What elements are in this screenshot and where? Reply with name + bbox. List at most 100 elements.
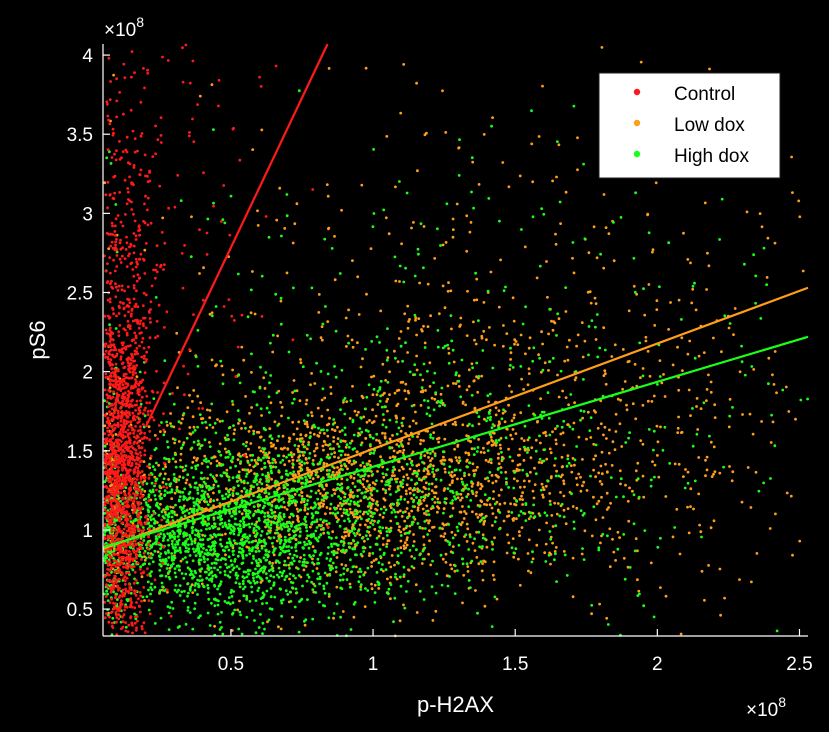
data-point — [237, 533, 241, 537]
data-point — [653, 463, 657, 467]
data-point — [491, 573, 495, 577]
data-point — [421, 389, 425, 392]
data-point — [231, 611, 235, 615]
data-point — [492, 578, 496, 581]
data-point — [168, 532, 172, 535]
data-point — [335, 556, 339, 559]
data-point — [220, 474, 224, 478]
data-point — [530, 142, 534, 146]
data-point — [341, 439, 345, 443]
data-point — [406, 579, 410, 583]
data-point — [238, 599, 241, 603]
data-point — [201, 543, 205, 546]
data-point — [182, 599, 186, 603]
data-point — [705, 388, 709, 391]
data-point — [255, 575, 259, 579]
data-point — [248, 463, 252, 467]
data-point — [347, 308, 350, 312]
data-point — [394, 185, 397, 189]
data-point — [407, 512, 411, 515]
data-point — [520, 377, 523, 381]
data-point — [600, 482, 604, 486]
data-point — [497, 452, 500, 456]
data-point — [293, 605, 297, 609]
data-point — [196, 486, 199, 490]
data-point — [484, 458, 488, 462]
data-point — [730, 479, 734, 483]
data-point — [345, 478, 349, 482]
data-point — [316, 577, 320, 581]
data-point — [418, 553, 422, 557]
data-point — [203, 570, 207, 574]
data-point — [138, 553, 142, 557]
data-point — [408, 318, 411, 321]
data-point — [322, 496, 326, 500]
data-point — [357, 410, 360, 414]
data-point — [230, 588, 234, 592]
data-point — [196, 394, 200, 398]
data-point — [641, 403, 645, 407]
data-point — [723, 596, 726, 600]
data-point — [271, 333, 275, 337]
data-point — [421, 490, 424, 494]
data-point — [191, 529, 195, 532]
data-point — [246, 537, 250, 540]
data-point — [107, 402, 111, 405]
data-point — [248, 552, 252, 556]
data-point — [429, 314, 432, 318]
data-point — [540, 488, 543, 492]
data-point — [371, 552, 375, 555]
data-point — [233, 608, 237, 612]
data-point — [457, 385, 461, 388]
data-point — [478, 513, 482, 517]
data-point — [211, 486, 215, 489]
data-point — [434, 485, 438, 488]
data-point — [255, 472, 259, 476]
data-point — [255, 510, 258, 514]
data-point — [644, 335, 648, 339]
data-point — [771, 373, 774, 377]
data-point — [342, 399, 345, 402]
data-point — [309, 383, 312, 387]
data-point — [149, 518, 153, 522]
data-point — [198, 574, 202, 578]
data-point — [527, 372, 531, 375]
data-point — [365, 530, 369, 533]
data-point — [221, 632, 225, 636]
data-point — [298, 493, 301, 497]
data-point — [481, 349, 485, 352]
data-point — [616, 530, 620, 534]
data-point — [279, 299, 283, 303]
data-point — [250, 561, 254, 565]
data-point — [477, 375, 481, 378]
data-point — [230, 629, 234, 632]
data-point — [168, 606, 172, 609]
data-point — [410, 565, 414, 568]
data-point — [439, 401, 443, 404]
data-point — [447, 361, 451, 365]
data-point — [601, 532, 605, 536]
data-point — [139, 565, 143, 569]
data-point — [370, 582, 373, 586]
data-point — [510, 390, 513, 394]
data-point — [660, 381, 664, 385]
data-point — [310, 426, 314, 430]
data-point — [668, 462, 672, 465]
data-point — [456, 492, 460, 496]
data-point — [433, 452, 437, 456]
data-point — [741, 413, 744, 416]
data-point — [158, 484, 162, 488]
data-point — [590, 534, 594, 538]
data-point — [187, 511, 191, 515]
data-point — [310, 411, 313, 414]
data-point — [136, 581, 139, 585]
data-point — [180, 508, 184, 511]
data-point — [467, 548, 471, 551]
data-point — [506, 533, 509, 537]
data-point — [231, 455, 235, 459]
data-point — [213, 522, 217, 526]
data-point — [254, 567, 257, 571]
data-point — [594, 454, 597, 458]
data-point — [486, 449, 490, 452]
data-point — [172, 425, 176, 429]
